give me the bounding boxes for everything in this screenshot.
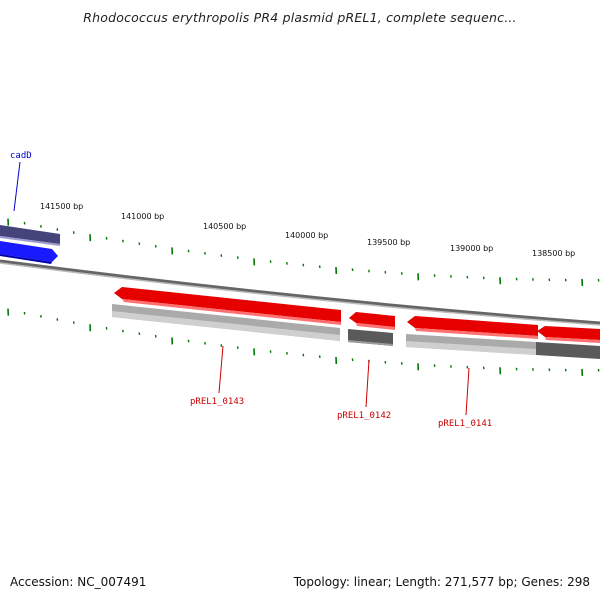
map-title: Rhodococcus erythropolis PR4 plasmid pRE… xyxy=(83,10,517,25)
gene-arrow-cadD-upper[interactable] xyxy=(0,225,60,244)
gene-label-cadD[interactable]: cadD xyxy=(10,151,32,161)
gene-arrow-pREL1_0142-shade xyxy=(356,323,395,330)
gene-arrow-cadD[interactable] xyxy=(0,241,58,262)
leader-line-cadD xyxy=(13,161,21,212)
gene-arrow-pREL1_0141[interactable] xyxy=(407,316,538,336)
backbone-line-highlight xyxy=(0,262,600,326)
leader-line-pREL1_0141 xyxy=(465,367,470,416)
dark-track-next xyxy=(536,342,600,359)
gene-arrow-next-shade xyxy=(545,337,600,343)
gene-arrow-cadD-shade xyxy=(0,254,52,264)
gene-arrow-pREL1_0143[interactable] xyxy=(114,287,341,322)
backbone-line xyxy=(0,259,600,325)
outer-tick-ring xyxy=(7,218,600,286)
ruler-label: 139000 bp xyxy=(450,244,493,253)
gene-label-pREL1_0142[interactable]: pREL1_0142 xyxy=(337,411,391,421)
ruler-label: 140500 bp xyxy=(203,222,246,231)
gene-arrow-pREL1_0142[interactable] xyxy=(349,312,395,327)
gray-track-0141-shade xyxy=(406,341,536,355)
gene-arrow-cadD-upper-shade xyxy=(0,236,60,246)
ruler-label: 139500 bp xyxy=(367,238,410,247)
leader-line-pREL1_0142 xyxy=(365,359,370,408)
ruler-label: 138500 bp xyxy=(532,249,575,258)
accession-text: Accession: NC_007491 xyxy=(10,575,147,589)
gene-arrow-pREL1_0141-shade xyxy=(415,328,538,339)
ruler-label: 141000 bp xyxy=(121,212,164,221)
leader-line-pREL1_0143 xyxy=(218,345,224,394)
gray-track-0143-shade xyxy=(112,311,340,341)
gene-arrow-next[interactable] xyxy=(537,326,600,340)
gene-label-pREL1_0143[interactable]: pREL1_0143 xyxy=(190,397,244,407)
ruler-label: 141500 bp xyxy=(40,202,83,211)
gene-label-pREL1_0141[interactable]: pREL1_0141 xyxy=(438,419,492,429)
dark-track-0142-shade xyxy=(348,340,393,346)
ruler-labels: 141500 bp 141000 bp 140500 bp 140000 bp … xyxy=(40,202,575,258)
topology-summary: Topology: linear; Length: 271,577 bp; Ge… xyxy=(293,575,590,589)
gene-arrow-pREL1_0143-shade xyxy=(122,299,341,325)
ruler-label: 140000 bp xyxy=(285,231,328,240)
